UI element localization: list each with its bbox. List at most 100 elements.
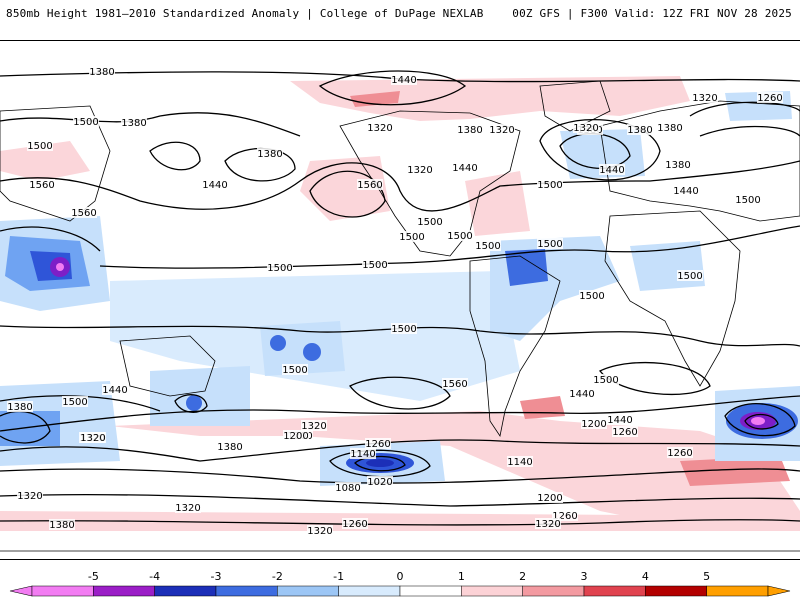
colorbar-segment [338, 585, 401, 597]
map-panel: 1380 1440 1320 1260 1380 1320 1380 1440 1500 1380… [0, 40, 800, 560]
neg-anomaly-area [270, 335, 286, 351]
colorbar-tick-label: 4 [642, 570, 649, 583]
contour-label: 1440 [391, 75, 416, 86]
pos-anomaly-area [465, 171, 530, 236]
contour-label-bg [692, 92, 718, 103]
contour-label-bg [73, 116, 99, 127]
contour-label: 1380 [665, 160, 690, 171]
colorbar-tick-label: -2 [272, 570, 283, 583]
contour-label: 1260 [342, 519, 367, 530]
contour-label: 1320 [692, 93, 717, 104]
contour-label: 1140 [507, 457, 532, 468]
colorbar-tick-label: -4 [149, 570, 160, 583]
contour-label-bg [71, 207, 97, 218]
contour-label-bg [475, 240, 501, 251]
contour-label-bg [391, 323, 417, 334]
contour-label: 1020 [367, 477, 392, 488]
contour-label-bg [579, 290, 605, 301]
contour-label-bg [535, 518, 561, 529]
contour-label-bg [457, 124, 483, 135]
contour-label: 1560 [71, 208, 96, 219]
neg-anomaly-area [260, 321, 345, 376]
contour-label: 1440 [599, 165, 624, 176]
australia-outline [119, 335, 216, 397]
contour-label: 1140 [350, 449, 375, 460]
colorbar-tick-label: 5 [703, 570, 710, 583]
contour-line [699, 125, 800, 137]
contour-label-bg [27, 140, 53, 151]
contour-label-bg [627, 124, 653, 135]
contour-label-bg [569, 388, 595, 399]
colorbar-scale: -5 -4 -3 -2 -1 0 1 2 3 4 5 [9, 570, 791, 597]
colorbar-tick-label: 3 [581, 570, 588, 583]
contour-label: 1320 [175, 503, 200, 514]
contour-label: 1380 [49, 520, 74, 531]
neg-anomaly-area [303, 343, 321, 361]
south-america-outline [469, 255, 561, 438]
contour-label-bg [677, 270, 703, 281]
contour-label-bg [537, 492, 563, 503]
contour-label: 1260 [552, 511, 577, 522]
contour-line [598, 362, 711, 395]
contour-label: 1440 [202, 180, 227, 191]
contour-label-bg [447, 230, 473, 241]
neg-anomaly-area [505, 249, 548, 286]
anomaly-map: 1380 1440 1320 1260 1380 1320 1380 1440 1500 1380… [0, 66, 800, 552]
contour-label: 1500 [579, 291, 604, 302]
pos-anomaly-area [0, 511, 800, 531]
colorbar-arrow-left [9, 585, 33, 597]
contour-label-bg [367, 476, 393, 487]
greenland-outline [539, 80, 611, 132]
contour-line [0, 519, 800, 526]
contour-label-bg [507, 456, 533, 467]
contour-labels: 1380 1440 1320 1260 1380 1320 1380 1440 1500 1380… [7, 66, 783, 537]
contour-label: 1320 [80, 433, 105, 444]
header: 850mb Height 1981–2010 Standardized Anom… [0, 0, 800, 28]
contour-label: 1320 [301, 421, 326, 432]
contour-label: 1560 [357, 180, 382, 191]
contour-line [689, 101, 800, 117]
contour-label: 1320 [489, 125, 514, 136]
contour-label: 1440 [102, 385, 127, 396]
contour-label: 1500 [475, 241, 500, 252]
contour-label-bg [673, 185, 699, 196]
pos-anomaly-area [520, 396, 565, 419]
contour-label: 1320 [573, 123, 598, 134]
colorbar-tick-label: 0 [397, 570, 404, 583]
contour-label: 1500 [399, 232, 424, 243]
contour-label-bg [357, 179, 383, 190]
contour-label-bg [267, 262, 293, 273]
contour-label-bg [89, 66, 115, 77]
contour-label: 1560 [29, 180, 54, 191]
contour-line [0, 325, 800, 347]
contour-label-bg [350, 448, 376, 459]
contour-label: 1320 [367, 123, 392, 134]
contour-line [744, 413, 779, 430]
contour-line [539, 119, 661, 181]
contour-line [309, 170, 386, 218]
neg-anomaly-area [366, 459, 394, 467]
contour-label: 1440 [569, 389, 594, 400]
contour-label-bg [62, 396, 88, 407]
pos-anomaly-area [560, 79, 640, 96]
contour-label: 1380 [627, 125, 652, 136]
contour-line [99, 225, 800, 269]
colorbar-segment [583, 585, 646, 597]
contour-label: 1320 [407, 165, 432, 176]
contour-label-bg [735, 194, 761, 205]
contour-label: 1440 [673, 186, 698, 197]
contour-label: 1500 [362, 260, 387, 271]
neg-anomaly-area [751, 417, 765, 425]
contour-label: 1380 [121, 118, 146, 129]
colorbar-segment [645, 585, 707, 597]
contour-label: 1380 [457, 125, 482, 136]
contour-label: 1500 [282, 365, 307, 376]
contour-label-bg [202, 179, 228, 190]
contour-label-bg [417, 216, 443, 227]
anomaly-shading [0, 76, 800, 531]
colorbar-segment [215, 585, 278, 597]
contour-label: 1380 [89, 67, 114, 78]
colorbar-arrow-right [767, 585, 791, 597]
contour-label: 1320 [307, 526, 332, 537]
contour-label-bg [391, 74, 417, 85]
